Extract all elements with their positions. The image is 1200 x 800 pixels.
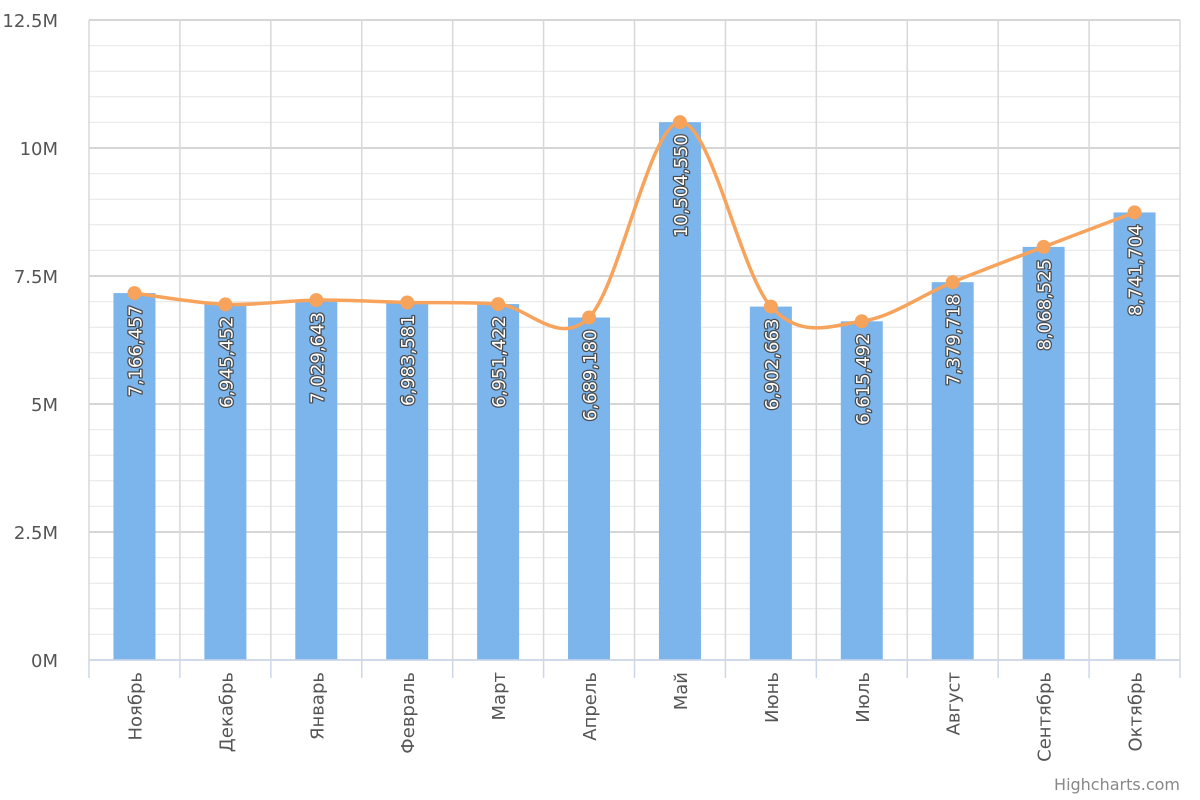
bar[interactable]: [840, 321, 883, 660]
bar[interactable]: [658, 122, 701, 660]
data-label: 7,166,457: [125, 305, 146, 397]
data-label: 6,615,492: [853, 333, 874, 425]
axes: 0M 2.5M 5M 7.5M 10M 12.5M Ноябрь Декабрь Январь Ф…: [2, 11, 1181, 762]
x-tick-label: Февраль: [398, 672, 419, 754]
data-label: 10,504,550: [671, 134, 692, 237]
x-tick-label: Октябрь: [1126, 672, 1147, 752]
y-tick-label: 7.5M: [14, 267, 58, 288]
line-point[interactable]: [1127, 205, 1142, 220]
line-point[interactable]: [400, 295, 415, 310]
bar[interactable]: [749, 306, 792, 660]
line-point[interactable]: [945, 275, 960, 290]
bar[interactable]: [204, 304, 247, 660]
data-labels: 7,166,457 6,945,452 7,029,643 6,983,581 6,95…: [124, 133, 1148, 426]
x-tick-label: Июнь: [762, 672, 783, 723]
y-tick-label: 10M: [20, 139, 58, 160]
y-tick-label: 0M: [31, 651, 58, 672]
y-tick-label: 2.5M: [14, 523, 58, 544]
bar[interactable]: [113, 293, 156, 660]
data-label: 7,379,718: [944, 294, 965, 386]
x-tick-label: Апрель: [580, 672, 601, 741]
bar[interactable]: [477, 304, 520, 660]
y-tick-label: 12.5M: [2, 11, 58, 32]
x-tick-label: Июль: [853, 672, 874, 723]
x-tick-label: Декабрь: [216, 672, 237, 752]
y-tick-label: 5M: [31, 395, 58, 416]
bar[interactable]: [1022, 246, 1065, 660]
data-label: 7,029,643: [307, 312, 328, 404]
line-point[interactable]: [309, 293, 324, 308]
data-label: 6,902,663: [762, 319, 783, 411]
grid: [88, 19, 1181, 661]
line-point[interactable]: [491, 297, 506, 312]
bar[interactable]: [295, 300, 338, 660]
data-label: 8,068,525: [1035, 259, 1056, 351]
credits-label[interactable]: Highcharts.com: [1054, 775, 1180, 794]
line-series: [127, 115, 1142, 331]
data-label: 8,741,704: [1126, 224, 1147, 316]
bar-series: [113, 122, 1156, 661]
bar[interactable]: [568, 317, 611, 660]
line-point[interactable]: [218, 297, 233, 312]
data-label: 6,945,452: [216, 316, 237, 408]
line-point[interactable]: [1036, 239, 1051, 254]
data-label: 6,689,180: [580, 330, 601, 422]
line-point[interactable]: [854, 314, 869, 329]
line-point[interactable]: [127, 286, 142, 301]
line-point[interactable]: [582, 310, 597, 325]
x-tick-label: Январь: [307, 672, 328, 740]
data-label: 6,983,581: [398, 314, 419, 406]
x-tick-label: Март: [489, 672, 510, 720]
bar[interactable]: [1113, 212, 1156, 661]
x-tick-label: Август: [944, 672, 965, 735]
x-tick-label: Ноябрь: [125, 672, 146, 741]
bar[interactable]: [386, 302, 429, 660]
bar[interactable]: [931, 282, 974, 660]
x-tick-label: Май: [671, 672, 692, 710]
line-point[interactable]: [672, 115, 687, 130]
data-label: 6,951,422: [489, 316, 510, 408]
line-point[interactable]: [763, 299, 778, 314]
x-tick-label: Сентябрь: [1035, 672, 1056, 762]
